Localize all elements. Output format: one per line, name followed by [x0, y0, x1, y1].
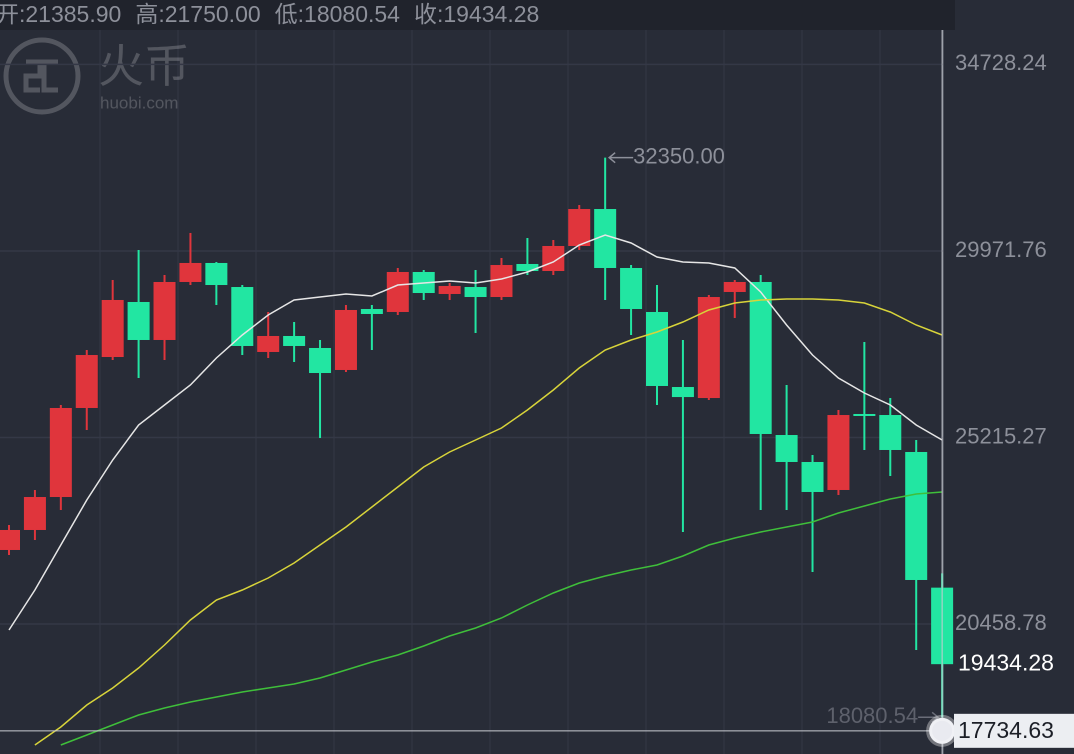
candle-body — [775, 435, 798, 462]
candle-body — [723, 281, 746, 292]
header-label: 低: — [275, 1, 304, 27]
candle-body — [853, 413, 876, 416]
candle-body — [749, 281, 772, 434]
candle-body — [127, 301, 150, 340]
watermark-name: 火币 — [98, 40, 190, 92]
candle-body — [101, 299, 124, 358]
candle-body — [801, 461, 824, 492]
header-value: 21385.90 — [25, 1, 121, 27]
candle-body — [542, 245, 565, 272]
header-value: 19434.28 — [443, 1, 539, 27]
plot: 34728.24 29971.76 25215.27 20458.78 32350.00… — [0, 30, 1074, 754]
y-tick-label: 25215.27 — [955, 423, 1047, 448]
annotation-label: 18080.54 — [826, 703, 918, 728]
watermark-site: huobi.com — [100, 93, 178, 112]
candle-body — [0, 529, 20, 550]
header-bar — [0, 0, 955, 30]
candle-body — [620, 267, 643, 310]
candle-body — [464, 287, 487, 298]
line — [8, 234, 943, 631]
candle-body — [827, 415, 850, 490]
candle-body — [179, 262, 202, 282]
candle-body — [879, 415, 902, 450]
crosshair-box — [954, 713, 1074, 748]
line — [34, 298, 943, 746]
candle-body — [75, 355, 98, 408]
line — [60, 491, 943, 746]
candle-body — [334, 309, 357, 370]
candle-body — [438, 285, 461, 294]
candle-body — [646, 311, 668, 386]
header-label: 收: — [414, 1, 443, 27]
header: 开:21385.90 高:21750.00 低:18080.54 收:19434.28 — [0, 1, 539, 27]
annotation-label: 32350.00 — [633, 143, 725, 168]
candle-body — [697, 297, 720, 399]
candle-body — [309, 347, 332, 374]
candle-body — [23, 497, 46, 530]
annotation-arrow — [607, 152, 634, 164]
candle-body — [153, 281, 176, 340]
header-label: 高: — [135, 1, 164, 27]
candle-body — [205, 262, 228, 286]
candle-body — [490, 265, 513, 298]
last-price-label: 19434.28 — [958, 649, 1054, 675]
candle-body — [283, 335, 306, 346]
vertical-grid — [99, 0, 881, 754]
crosshair-dot — [926, 714, 959, 747]
y-tick-label: 29971.76 — [955, 237, 1047, 262]
header-label: 开: — [0, 1, 25, 27]
candle-body — [49, 407, 72, 498]
candle-body — [231, 287, 254, 346]
y-tick-label: 34728.24 — [955, 50, 1047, 75]
candle-body — [568, 209, 591, 246]
candle-body — [386, 271, 409, 312]
candle-body — [516, 263, 539, 272]
y-tick-label: 20458.78 — [955, 610, 1047, 635]
candle-body — [257, 335, 280, 352]
header-value: 21750.00 — [165, 1, 261, 27]
candle-body — [905, 451, 928, 580]
candle-body — [594, 209, 617, 268]
crosshair-label: 17734.63 — [958, 717, 1054, 743]
candle-body — [360, 309, 383, 314]
header-value: 18080.54 — [304, 1, 400, 27]
watermark — [3, 37, 81, 115]
candle-body — [671, 387, 694, 398]
